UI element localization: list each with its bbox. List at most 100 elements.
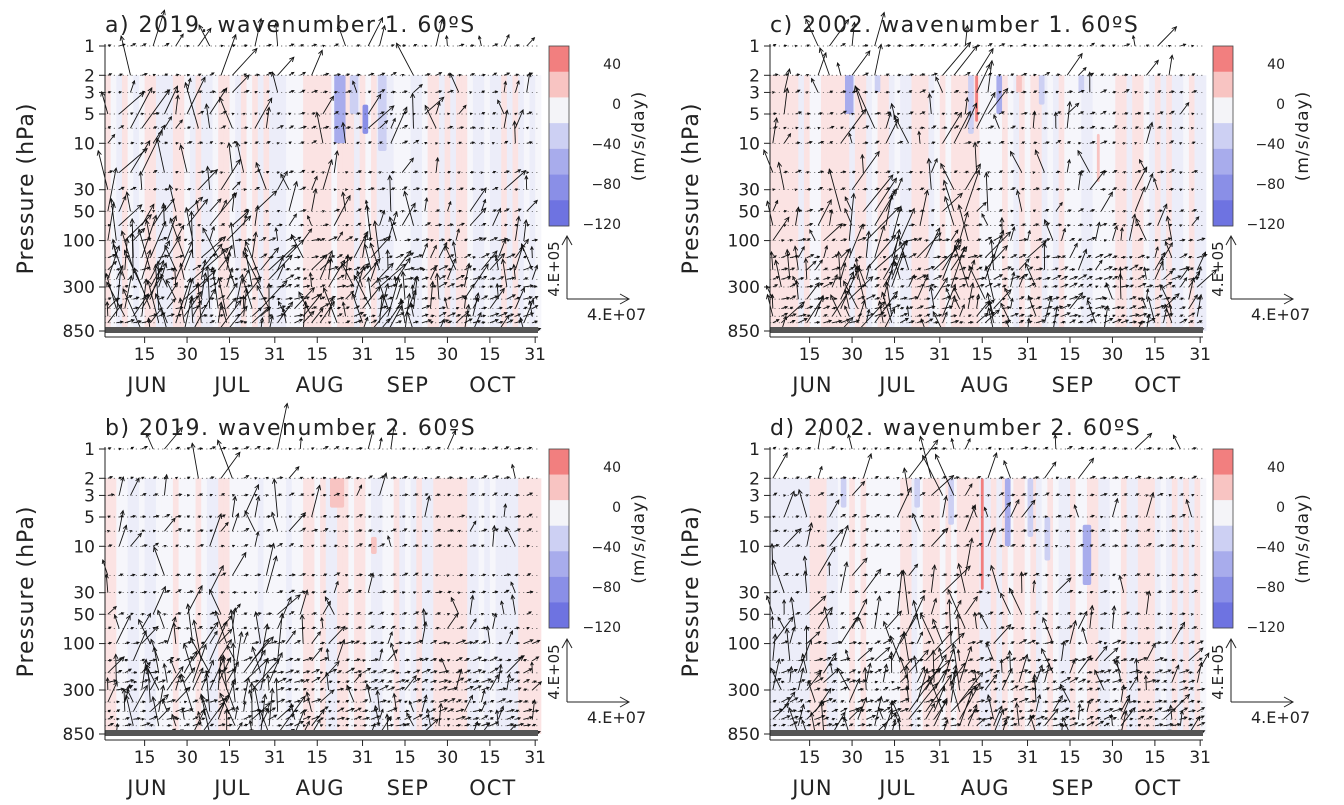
flux-arrow-head <box>295 594 301 600</box>
flux-arrow-head <box>436 515 440 518</box>
flux-arrow-head <box>198 73 202 77</box>
flux-arrow-head <box>402 44 407 48</box>
flux-arrow <box>390 426 395 450</box>
flux-arrow <box>141 250 151 280</box>
flux-arrow-head <box>309 286 316 293</box>
flux-arrow-head <box>1154 59 1159 65</box>
ref-arrow-vertical-head <box>561 637 573 649</box>
colorbar-swatch <box>549 46 569 73</box>
flux-arrow <box>324 596 335 615</box>
flux-arrow-head <box>942 188 947 191</box>
flux-arrow-head <box>529 513 533 517</box>
flux-arrow-head <box>334 544 338 548</box>
flux-arrow-head <box>957 192 963 199</box>
flux-arrow-head <box>492 250 498 256</box>
flux-arrow <box>345 254 349 280</box>
flux-arrow <box>447 258 457 280</box>
flux-arrow-head <box>449 72 454 78</box>
flux-arrow-head <box>344 529 348 533</box>
flux-arrow <box>183 278 193 309</box>
flux-arrow-head <box>438 223 443 227</box>
flux-arrow <box>209 657 225 691</box>
flux-arrow-head <box>129 224 133 227</box>
flux-arrow-head <box>1080 170 1085 174</box>
flux-arrow <box>166 215 177 241</box>
flux-arrow-head <box>978 238 982 242</box>
flux-arrow-head <box>431 717 436 721</box>
flux-arrow-head <box>887 44 892 48</box>
flux-arrow-head <box>323 590 327 594</box>
flux-arrow-head <box>297 255 301 259</box>
shading-strip <box>433 75 440 331</box>
flux-arrow-head <box>1032 209 1037 213</box>
flux-arrow <box>430 640 437 644</box>
shading-strip <box>144 75 151 331</box>
flux-arrow-head <box>534 296 539 299</box>
flux-arrow <box>472 292 479 317</box>
flux-arrow-head <box>924 189 930 196</box>
flux-arrow-head <box>495 475 500 479</box>
flux-arrow-head <box>321 641 326 645</box>
flux-arrow-head <box>1124 73 1129 77</box>
flux-arrow <box>449 73 460 93</box>
flux-arrow-head <box>412 515 416 519</box>
flux-arrow <box>217 440 233 479</box>
flux-arrow <box>164 86 178 115</box>
flux-arrow <box>132 685 148 712</box>
flux-arrow <box>236 142 245 173</box>
flux-arrow <box>498 688 506 691</box>
shading-strip <box>1002 75 1009 331</box>
flux-arrow-head <box>360 264 366 271</box>
flux-arrow <box>464 641 473 645</box>
flux-arrow-head <box>865 230 872 237</box>
flux-arrow-head <box>344 545 349 548</box>
flux-arrow-head <box>334 266 339 270</box>
flux-arrow-head <box>147 86 153 93</box>
shading-strip <box>167 478 174 734</box>
flux-arrow-head <box>244 126 249 130</box>
flux-arrow-head <box>1046 255 1051 259</box>
flux-arrow-head <box>120 476 125 482</box>
flux-arrow-head <box>260 316 265 322</box>
flux-arrow-head <box>140 227 146 233</box>
flux-arrow <box>469 207 487 226</box>
shading-strip <box>274 478 281 734</box>
flux-arrow-head <box>424 529 428 533</box>
flux-arrow-head <box>293 180 299 187</box>
flux-arrow-head <box>288 678 293 682</box>
flux-arrow-head <box>171 616 177 623</box>
flux-arrow-head <box>894 206 900 213</box>
y-tick-label: 5 <box>84 508 95 528</box>
flux-arrow-head <box>231 680 236 686</box>
flux-arrow-head <box>482 700 487 705</box>
flux-arrow-head <box>291 89 295 93</box>
flux-arrow-head <box>424 242 428 248</box>
flux-arrow <box>302 228 312 241</box>
flux-arrow <box>469 618 477 629</box>
flux-arrow-head <box>1078 170 1083 176</box>
flux-arrow-head <box>345 447 350 450</box>
flux-arrow-head <box>964 96 970 102</box>
flux-arrow-head <box>943 126 948 130</box>
flux-arrow-head <box>305 679 310 683</box>
flux-arrow-head <box>231 33 237 40</box>
flux-arrow-head <box>353 274 359 281</box>
flux-arrow <box>469 521 477 532</box>
flux-arrow-head <box>231 707 236 711</box>
shading-strip <box>252 75 259 331</box>
flux-arrow <box>503 81 507 93</box>
flux-arrow <box>107 168 117 212</box>
flux-arrow-head <box>860 153 865 159</box>
flux-arrow-head <box>291 630 296 635</box>
shading-strip <box>506 75 514 331</box>
flux-arrow <box>209 226 215 241</box>
flux-arrow-head <box>281 307 286 313</box>
flux-arrow <box>447 708 454 712</box>
flux-arrow-head <box>222 125 227 129</box>
flux-arrow-head <box>245 493 249 497</box>
flux-arrow-head <box>432 708 437 712</box>
flux-arrow-head <box>365 683 370 689</box>
flux-arrow <box>302 311 315 324</box>
flux-arrow <box>993 114 1000 129</box>
flux-arrow-head <box>213 621 219 628</box>
